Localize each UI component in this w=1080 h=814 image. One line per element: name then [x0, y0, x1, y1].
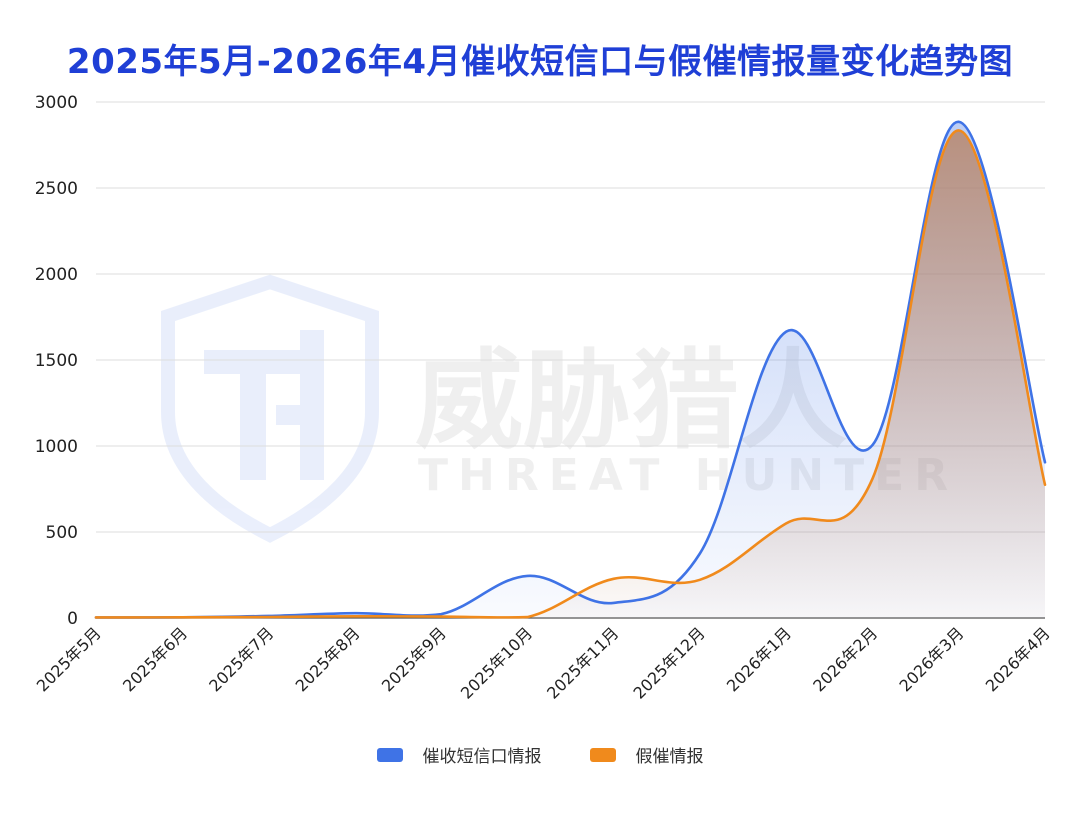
- chart-title: 2025年5月-2026年4月催收短信口与假催情报量变化趋势图: [66, 42, 1014, 82]
- y-tick-label: 500: [46, 523, 78, 543]
- y-tick-label: 0: [67, 609, 78, 629]
- legend-swatch-series-1: [376, 747, 403, 762]
- legend-label-series-1: 催收短信口情报: [422, 747, 542, 767]
- x-tick-label: 2025年11月: [543, 623, 622, 702]
- series-area-2: [96, 130, 1045, 618]
- x-tick-label: 2025年5月: [33, 623, 105, 695]
- y-tick-label: 1000: [35, 437, 78, 457]
- x-tick-label: 2025年8月: [292, 623, 364, 695]
- x-axis-ticks: 2025年5月 2025年6月 2025年7月 2025年8月 2025年9月 2025年…: [33, 623, 1054, 702]
- x-tick-label: 2026年2月: [809, 623, 881, 695]
- x-tick-label: 2026年1月: [723, 623, 795, 695]
- series-areas: [96, 121, 1045, 618]
- y-tick-label: 3000: [35, 93, 78, 113]
- series-line-1: [94, 120, 1047, 619]
- x-tick-label: 2025年9月: [378, 623, 450, 695]
- y-tick-label: 2500: [35, 179, 78, 199]
- y-tick-label: 1500: [35, 351, 78, 371]
- x-tick-label: 2025年12月: [629, 623, 708, 702]
- y-axis-ticks: 0 500 1000 1500 2000 2500 3000: [35, 93, 78, 629]
- x-tick-label: 2026年4月: [982, 623, 1054, 695]
- watermark-logo: [161, 274, 379, 543]
- series-line-2: [94, 129, 1047, 619]
- legend-label-series-2: 假催情报: [635, 747, 704, 767]
- x-tick-label: 2025年10月: [457, 623, 536, 702]
- x-tick-label: 2026年3月: [895, 623, 967, 695]
- x-tick-label: 2025年7月: [205, 623, 277, 695]
- y-tick-label: 2000: [35, 265, 78, 285]
- x-tick-label: 2025年6月: [119, 623, 191, 695]
- legend-swatch-series-2: [589, 747, 616, 762]
- series-area-1: [96, 121, 1045, 618]
- series-lines: [94, 120, 1047, 619]
- legend-item-series-1[interactable]: 催收短信口情报: [376, 742, 542, 767]
- legend: 催收短信口情报 假催情报: [0, 742, 1080, 767]
- legend-item-series-2[interactable]: 假催情报: [589, 742, 704, 767]
